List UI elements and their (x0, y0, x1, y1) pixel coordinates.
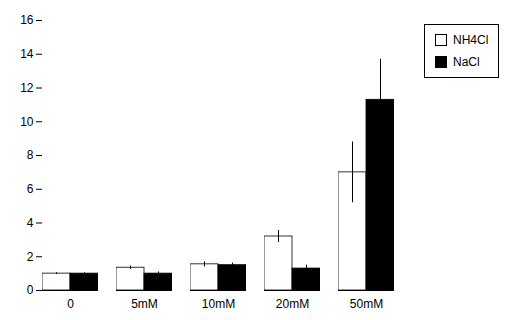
svg-text:0: 0 (67, 297, 74, 311)
svg-text:8: 8 (27, 148, 34, 162)
svg-text:6: 6 (27, 182, 34, 196)
svg-text:5mM: 5mM (131, 297, 158, 311)
svg-text:10: 10 (20, 115, 34, 129)
html-text:NH4Cl: NH4Cl (453, 33, 489, 47)
svg-text:14: 14 (20, 47, 34, 61)
svg-text:0: 0 (27, 283, 34, 297)
svg-text:2: 2 (27, 250, 34, 264)
svg-text:50mM: 50mM (350, 297, 383, 311)
svg-text:12: 12 (20, 81, 34, 95)
svg-text:10mM: 10mM (202, 297, 235, 311)
svg-text:4: 4 (27, 216, 34, 230)
html-text:NaCl: NaCl (453, 55, 480, 69)
svg-text:16: 16 (20, 13, 34, 27)
svg-text:20mM: 20mM (276, 297, 309, 311)
